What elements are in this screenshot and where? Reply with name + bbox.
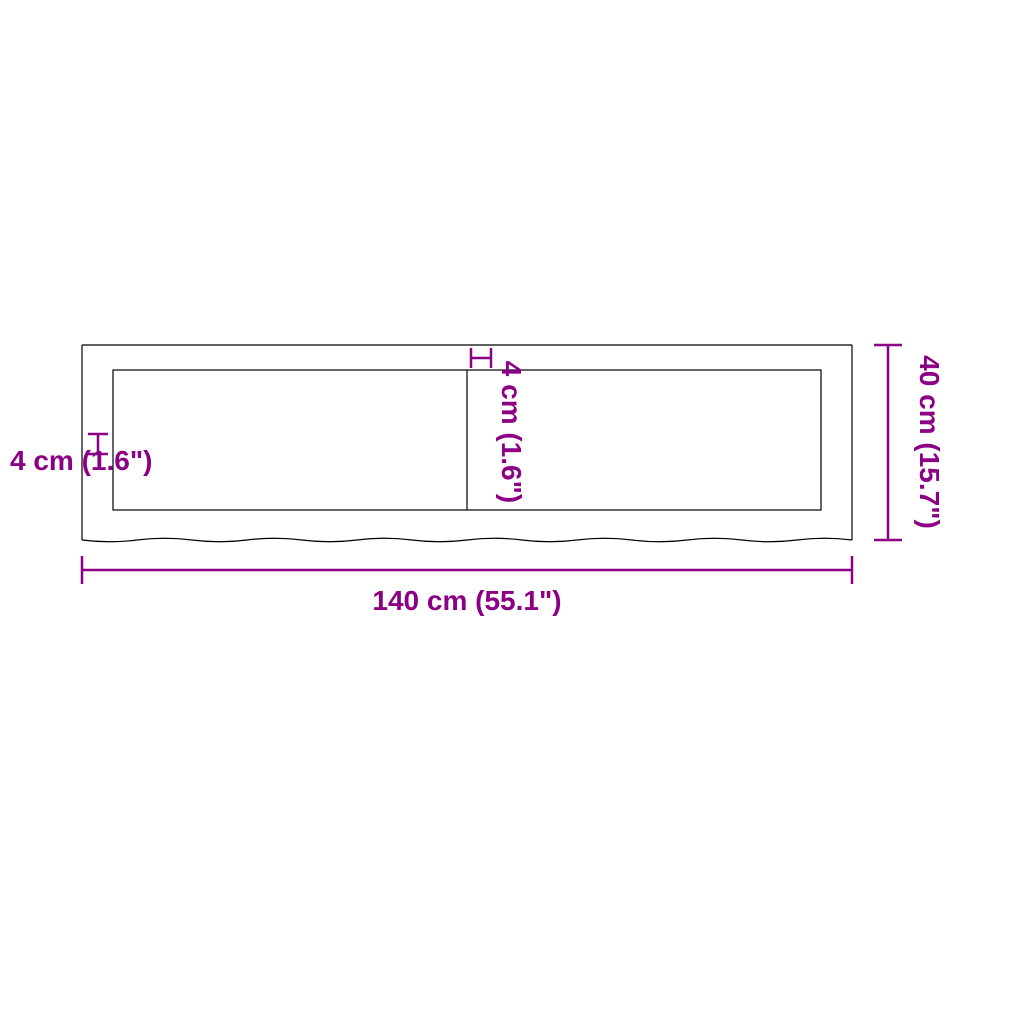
wall-left-label: 4 cm (1.6") [10,445,152,476]
height-label: 40 cm (15.7") [914,355,945,529]
width-label: 140 cm (55.1") [372,585,561,616]
wall-center-label: 4 cm (1.6") [496,361,527,503]
outer-bottom-edge-wavy [82,538,852,542]
dimension-diagram: 140 cm (55.1") 40 cm (15.7") 4 cm (1.6") 4 … [0,0,1024,1024]
